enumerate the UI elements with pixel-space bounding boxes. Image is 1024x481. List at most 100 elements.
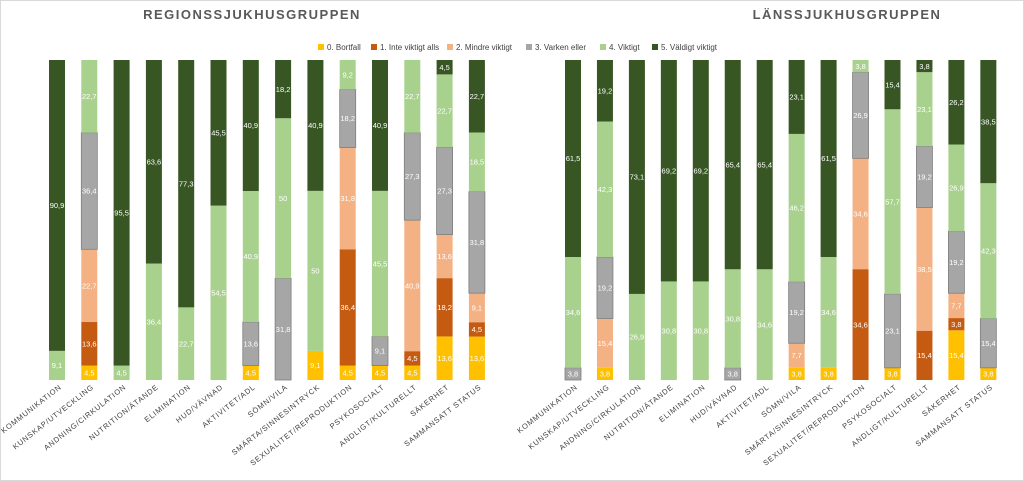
data-label: 15,4 bbox=[917, 351, 932, 360]
segment-4-viktigt bbox=[210, 205, 227, 380]
segment-4-viktigt bbox=[692, 281, 709, 380]
segment-4-viktigt bbox=[756, 269, 773, 380]
data-label: 26,2 bbox=[949, 98, 964, 107]
segment-4-viktigt bbox=[145, 263, 162, 380]
data-label: 69,2 bbox=[662, 166, 677, 175]
data-label: 26,9 bbox=[949, 184, 964, 193]
legend-swatch-1 bbox=[371, 44, 377, 50]
legend-label-0: 0. Bortfall bbox=[327, 43, 361, 52]
segment-5-väldigt-viktigt bbox=[372, 60, 388, 191]
segment-4-viktigt bbox=[884, 109, 901, 294]
data-label: 31,8 bbox=[340, 194, 355, 203]
data-label: 9,1 bbox=[375, 347, 385, 356]
data-label: 7,7 bbox=[791, 351, 801, 360]
bar-0-andligt-kulturellt: 4,5 4,5 40,9 27,3 22,7 bbox=[403, 60, 421, 380]
data-label: 4,5 bbox=[407, 354, 417, 363]
data-label: 40,9 bbox=[405, 281, 420, 290]
segment-3-varken-eller bbox=[884, 293, 901, 369]
segment-4-viktigt bbox=[916, 72, 933, 147]
legend-item-1: 1. Inte viktigt alls bbox=[371, 43, 439, 52]
data-label: 22,7 bbox=[405, 92, 420, 101]
segment-5-väldigt-viktigt bbox=[788, 60, 805, 134]
data-label: 77,3 bbox=[179, 179, 194, 188]
data-label: 13,6 bbox=[243, 340, 258, 349]
segment-2-mindre-viktigt bbox=[404, 220, 421, 352]
data-label: 34,6 bbox=[853, 320, 868, 329]
segment-5-väldigt-viktigt bbox=[756, 60, 773, 270]
data-label: 4,5 bbox=[472, 325, 482, 334]
data-label: 30,8 bbox=[662, 326, 677, 335]
data-label: 3,8 bbox=[887, 370, 897, 379]
data-label: 23,1 bbox=[885, 327, 900, 336]
segment-0-bortfall bbox=[372, 365, 388, 380]
segment-5-väldigt-viktigt bbox=[596, 60, 613, 122]
data-label: 13,6 bbox=[437, 252, 452, 261]
legend-item-0: 0. Bortfall bbox=[318, 43, 361, 52]
data-label: 50 bbox=[311, 267, 319, 276]
bar-0-sammansatt-status: 13,6 4,5 9,1 31,8 18,5 22,7 bbox=[468, 60, 486, 380]
data-label: 18,5 bbox=[470, 158, 485, 167]
data-label: 4,5 bbox=[407, 368, 417, 377]
segment-0-bortfall bbox=[339, 365, 356, 380]
segment-4-viktigt bbox=[468, 132, 485, 192]
segment-0-bortfall bbox=[436, 336, 453, 380]
data-label: 73,1 bbox=[630, 173, 645, 182]
segment-4-viktigt bbox=[724, 269, 741, 368]
segment-2-mindre-viktigt bbox=[339, 147, 356, 250]
data-label: 65,4 bbox=[757, 160, 772, 169]
data-label: 13,6 bbox=[470, 354, 485, 363]
data-label: 19,2 bbox=[598, 283, 613, 292]
data-label: 15,4 bbox=[949, 351, 964, 360]
segment-2-mindre-viktigt bbox=[436, 234, 453, 279]
data-label: 13,6 bbox=[82, 340, 97, 349]
data-label: 34,6 bbox=[821, 308, 836, 317]
segment-4-viktigt bbox=[307, 190, 324, 351]
bar-0-säkerhet: 13,6 18,2 13,6 27,3 22,7 4,5 bbox=[436, 60, 454, 380]
bar-1-smärta-sinnesintryck: 3,8 34,6 61,5 bbox=[820, 60, 837, 380]
data-label: 54,5 bbox=[211, 289, 226, 298]
data-label: 34,6 bbox=[757, 320, 772, 329]
data-label: 18,2 bbox=[437, 303, 452, 312]
segment-2-mindre-viktigt bbox=[81, 249, 98, 323]
segment-0-bortfall bbox=[884, 367, 901, 380]
group-titles: REGIONSSJUKHUSGRUPPEN LÄNSSJUKHUSGRUPPEN bbox=[143, 7, 942, 22]
segment-0-bortfall bbox=[596, 367, 613, 380]
data-label: 3,8 bbox=[600, 370, 610, 379]
legend-item-4: 4. Viktigt bbox=[600, 43, 640, 52]
segment-5-väldigt-viktigt bbox=[948, 60, 965, 145]
data-label: 26,9 bbox=[630, 333, 645, 342]
segment-5-väldigt-viktigt bbox=[307, 60, 324, 191]
bar-1-andning-cirkulation: 026,973,1 bbox=[628, 60, 645, 381]
segment-4-viktigt bbox=[628, 293, 645, 380]
segment-4-viktigt bbox=[565, 256, 581, 368]
segment-4-viktigt bbox=[436, 74, 453, 148]
data-label: 27,3 bbox=[405, 172, 420, 181]
data-label: 3,8 bbox=[791, 370, 801, 379]
data-label: 46,2 bbox=[789, 204, 804, 213]
legend-label-3: 3. Varken eller bbox=[535, 43, 586, 52]
segment-2-mindre-viktigt bbox=[788, 343, 805, 368]
legend-swatch-4 bbox=[600, 44, 606, 50]
segment-4-viktigt bbox=[404, 60, 421, 133]
segment-4-viktigt bbox=[980, 183, 997, 319]
group-title-1: LÄNSSJUKHUSGRUPPEN bbox=[753, 7, 942, 22]
data-label: 57,7 bbox=[885, 197, 900, 206]
bar-1-säkerhet: 15,4 3,8 7,7 19,2 26,9 26,2 bbox=[948, 60, 965, 380]
data-label: 36,4 bbox=[340, 303, 355, 312]
segment-0-bortfall bbox=[404, 365, 421, 380]
legend-item-2: 2. Mindre viktigt bbox=[447, 43, 513, 52]
data-label: 23,1 bbox=[789, 93, 804, 102]
legend-label-2: 2. Mindre viktigt bbox=[456, 43, 513, 52]
data-label: 22,7 bbox=[179, 339, 194, 348]
segment-5-väldigt-viktigt bbox=[660, 60, 677, 282]
data-label: 4,5 bbox=[84, 368, 94, 377]
bar-0-nutrition-ätande: 036,463,6 bbox=[145, 60, 162, 381]
segment-2-mindre-viktigt bbox=[596, 318, 613, 368]
bar-1-kommunikation: 03,834,661,5 bbox=[564, 60, 582, 381]
data-label: 63,6 bbox=[147, 157, 162, 166]
segment-4-viktigt bbox=[113, 365, 130, 380]
data-label: 22,7 bbox=[437, 106, 452, 115]
segment-4-viktigt bbox=[178, 307, 195, 380]
data-label: 3,8 bbox=[855, 62, 865, 71]
